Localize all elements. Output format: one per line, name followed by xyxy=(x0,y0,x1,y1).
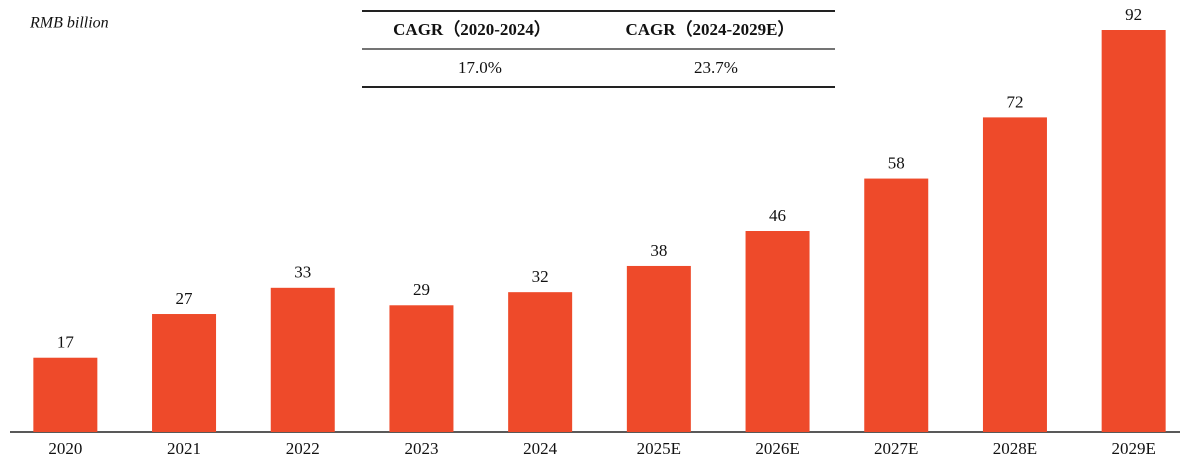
bar xyxy=(864,178,929,432)
bar xyxy=(270,287,335,432)
table-cell: 23.7% xyxy=(694,58,738,77)
data-label: 38 xyxy=(650,241,667,260)
x-tick-label: 2020 xyxy=(48,439,82,458)
bar xyxy=(1101,30,1166,432)
x-tick-label: 2029E xyxy=(1111,439,1155,458)
bar xyxy=(33,357,98,432)
bar xyxy=(508,292,573,432)
cagr-table: CAGR（2020-2024） CAGR（2024-2029E） 17.0% 2… xyxy=(362,10,835,88)
x-tick-label: 2026E xyxy=(755,439,799,458)
data-label: 32 xyxy=(532,267,549,286)
data-label: 33 xyxy=(294,263,311,282)
data-label: 27 xyxy=(176,289,194,308)
data-label: 17 xyxy=(57,333,75,352)
unit-label: RMB billion xyxy=(29,15,109,32)
bar xyxy=(745,231,810,432)
table-header: CAGR（2020-2024） xyxy=(393,19,551,39)
bar xyxy=(152,314,217,432)
bar xyxy=(389,305,454,432)
data-label: 29 xyxy=(413,280,430,299)
bar xyxy=(626,265,691,432)
data-label: 72 xyxy=(1006,92,1023,111)
bar xyxy=(982,117,1047,433)
x-tick-label: 2022 xyxy=(286,439,320,458)
x-tick-label: 2027E xyxy=(874,439,918,458)
x-tick-label: 2021 xyxy=(167,439,201,458)
x-tick-label: 2023 xyxy=(404,439,438,458)
table-cell: 17.0% xyxy=(458,58,502,77)
x-tick-label: 2024 xyxy=(523,439,558,458)
data-label: 58 xyxy=(888,153,905,172)
data-label: 46 xyxy=(769,206,786,225)
x-tick-label: 2025E xyxy=(637,439,681,458)
x-tick-label: 2028E xyxy=(993,439,1037,458)
table-header: CAGR（2024-2029E） xyxy=(625,19,794,39)
data-label: 92 xyxy=(1125,5,1142,24)
